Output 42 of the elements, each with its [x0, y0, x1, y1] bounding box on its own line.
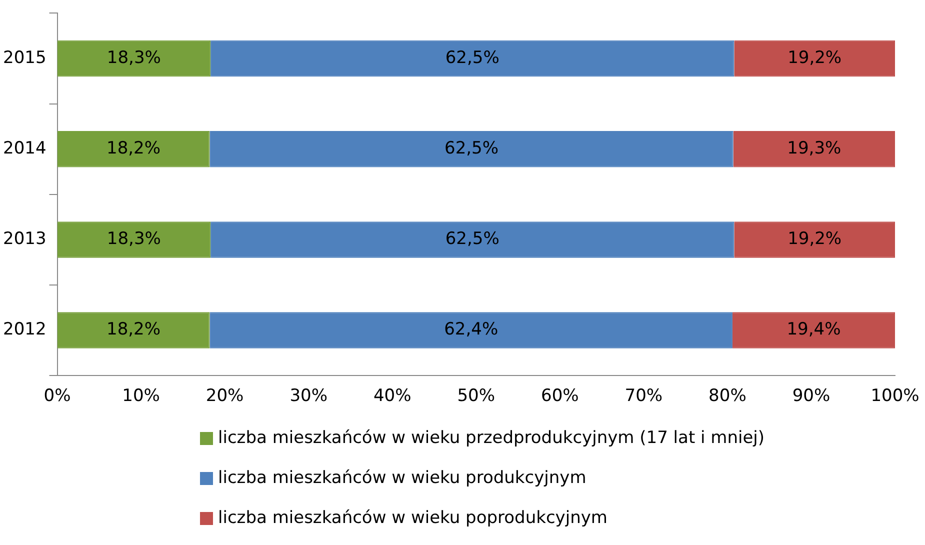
x-tick-label: 70% [624, 386, 663, 406]
bar [57, 130, 210, 168]
bar [210, 40, 734, 77]
bar [733, 130, 895, 168]
data-label: 18,2% [106, 138, 161, 159]
x-tick-label: 10% [122, 386, 160, 406]
y-tick-label: 2014 [3, 138, 46, 159]
data-label: 19,2% [788, 229, 842, 250]
bar [57, 222, 211, 258]
data-label: 62,4% [444, 320, 498, 340]
data-label: 62,5% [444, 138, 499, 159]
x-tick-label: 60% [541, 386, 579, 406]
bar [57, 40, 211, 77]
x-tick-label: 90% [792, 386, 830, 406]
bar [734, 40, 895, 77]
data-label: 19,3% [787, 138, 842, 159]
x-tick-label: 100% [870, 386, 920, 406]
bar [210, 312, 732, 348]
bar [57, 312, 210, 348]
data-label: 18,2% [106, 320, 161, 340]
data-label: 19,2% [788, 48, 842, 68]
data-label: 19,4% [786, 320, 841, 340]
x-tick-label: 0% [44, 386, 71, 406]
bar [732, 312, 895, 348]
bar [210, 130, 734, 168]
data-label: 62,5% [445, 229, 500, 250]
y-tick-label: 2013 [3, 229, 46, 250]
y-tick-label: 2012 [3, 320, 46, 340]
x-tick-label: 50% [457, 386, 496, 406]
y-tick-label: 2015 [3, 48, 46, 68]
bar [210, 222, 734, 258]
x-tick-label: 80% [708, 386, 746, 406]
legend-label: liczba mieszkańców w wieku przedprodukcyjnym (17 lat i mniej) [218, 428, 765, 448]
data-label: 62,5% [445, 48, 500, 68]
x-tick-label: 40% [373, 386, 412, 406]
data-label: 18,3% [106, 48, 161, 68]
x-tick-label: 20% [206, 386, 244, 406]
x-tick-label: 30% [290, 386, 328, 406]
legend-label: liczba mieszkańców w wieku poprodukcyjnym [218, 508, 608, 528]
bar [734, 222, 895, 258]
legend-label: liczba mieszkańców w wieku produkcyjnym [218, 468, 586, 488]
data-label: 18,3% [106, 229, 161, 250]
